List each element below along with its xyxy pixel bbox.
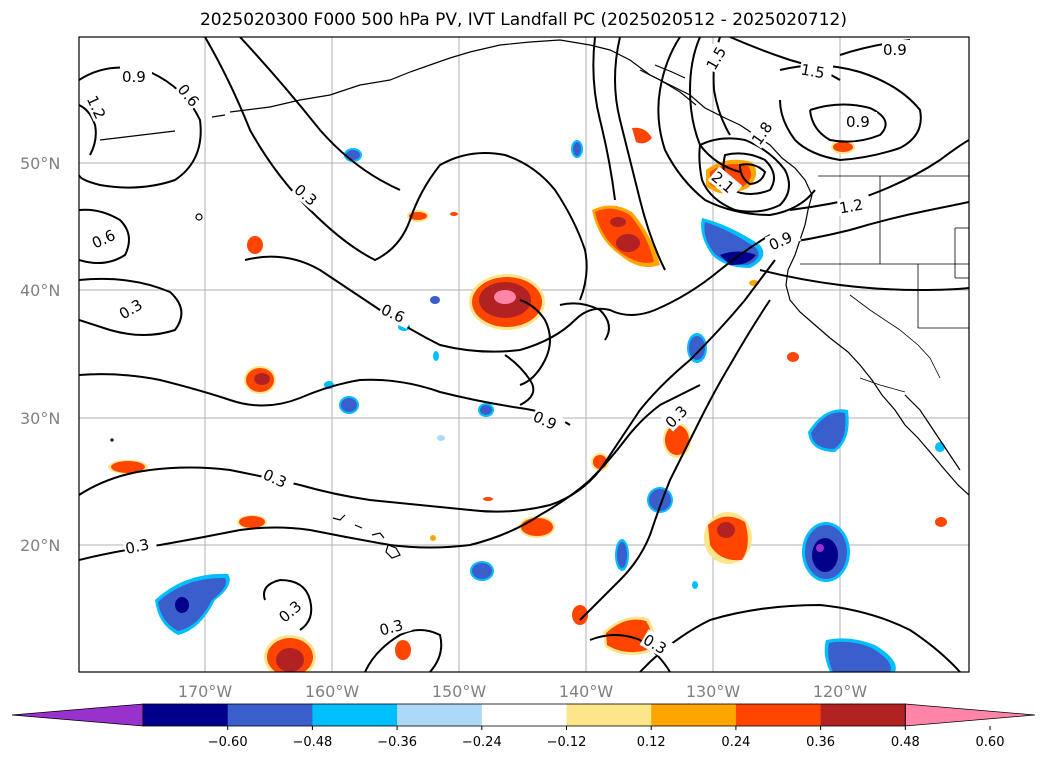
political-borders bbox=[800, 175, 969, 393]
latitude-labels: 50°N 40°N 30°N 20°N bbox=[20, 154, 60, 555]
contour-label: 0.9 bbox=[883, 41, 907, 59]
colorbar-tick-label: −0.24 bbox=[462, 735, 502, 750]
lon-label: 140°W bbox=[559, 682, 614, 701]
lon-label: 170°W bbox=[178, 682, 233, 701]
lat-label: 30°N bbox=[20, 409, 60, 428]
colorbar-segment bbox=[566, 704, 652, 726]
pv-contours bbox=[79, 37, 969, 672]
lon-label: 120°W bbox=[813, 682, 868, 701]
anomaly-blob-central bbox=[469, 274, 545, 330]
lat-label: 50°N bbox=[20, 154, 60, 173]
longitude-labels: 170°W 160°W 150°W 140°W 130°W 120°W bbox=[178, 682, 868, 701]
contour-label: 0.3 bbox=[377, 616, 405, 640]
colorbar-tick-label: −0.36 bbox=[377, 735, 417, 750]
contour-label: 0.9 bbox=[122, 68, 146, 86]
colorbar-segment bbox=[397, 704, 483, 726]
colorbar-extend-min bbox=[11, 703, 144, 727]
colorbar-segment bbox=[735, 704, 822, 726]
colorbar-tick-label: 0.48 bbox=[891, 735, 920, 750]
colorbar: −0.60 −0.48 −0.36 −0.24 −0.12 0.12 0.24 0.36 0.4… bbox=[11, 703, 1036, 750]
anomaly-blob-sse bbox=[704, 512, 752, 564]
map-title: 2025020300 F000 500 hPa PV, IVT Landfall… bbox=[199, 10, 847, 30]
map-content: 0.9 0.6 1.2 0.3 0.6 0.3 0.6 0.3 0.9 0.3 bbox=[79, 37, 969, 672]
lon-label: 150°W bbox=[432, 682, 487, 701]
lat-label: 40°N bbox=[20, 281, 60, 300]
anomaly-blob-southwest bbox=[155, 573, 230, 635]
colorbar-segment bbox=[651, 704, 737, 726]
contour-label: 1.2 bbox=[838, 196, 865, 218]
colorbar-border bbox=[142, 703, 906, 727]
anomaly-blob-southeast bbox=[802, 522, 850, 582]
lon-label: 130°W bbox=[686, 682, 741, 701]
contour-labels: 0.9 0.6 1.2 0.3 0.6 0.3 0.6 0.3 0.9 0.3 bbox=[83, 40, 914, 661]
colorbar-tick-label: −0.12 bbox=[547, 735, 587, 750]
colorbar-segment bbox=[481, 704, 567, 726]
colorbar-segment bbox=[143, 704, 229, 726]
colorbar-tick-label: 0.36 bbox=[806, 735, 835, 750]
colorbar-segment bbox=[227, 704, 313, 726]
anomaly-blob-west bbox=[244, 366, 276, 394]
colorbar-segment bbox=[312, 704, 398, 726]
map-frame bbox=[78, 36, 970, 673]
colorbar-tick-label: 0.24 bbox=[721, 735, 750, 750]
anomaly-blob-nw-coast bbox=[592, 205, 660, 268]
colorbar-tick-label: −0.48 bbox=[292, 735, 332, 750]
lon-label: 160°W bbox=[305, 682, 360, 701]
colorbar-segment bbox=[820, 704, 906, 726]
contour-label: 1.5 bbox=[799, 61, 826, 83]
contour-label: 0.3 bbox=[124, 535, 151, 558]
colorbar-tick-label: −0.60 bbox=[208, 735, 248, 750]
anomaly-blob-far-se bbox=[824, 638, 896, 672]
lat-label: 20°N bbox=[20, 536, 60, 555]
anomaly-blob-east-coast bbox=[701, 218, 764, 268]
anomaly-blob-south-left bbox=[264, 635, 316, 672]
colorbar-tick-label: 0.12 bbox=[637, 735, 666, 750]
contour-label: 0.9 bbox=[846, 113, 870, 131]
colorbar-extend-max bbox=[904, 703, 1036, 727]
colorbar-tick-label: 0.60 bbox=[976, 735, 1005, 750]
